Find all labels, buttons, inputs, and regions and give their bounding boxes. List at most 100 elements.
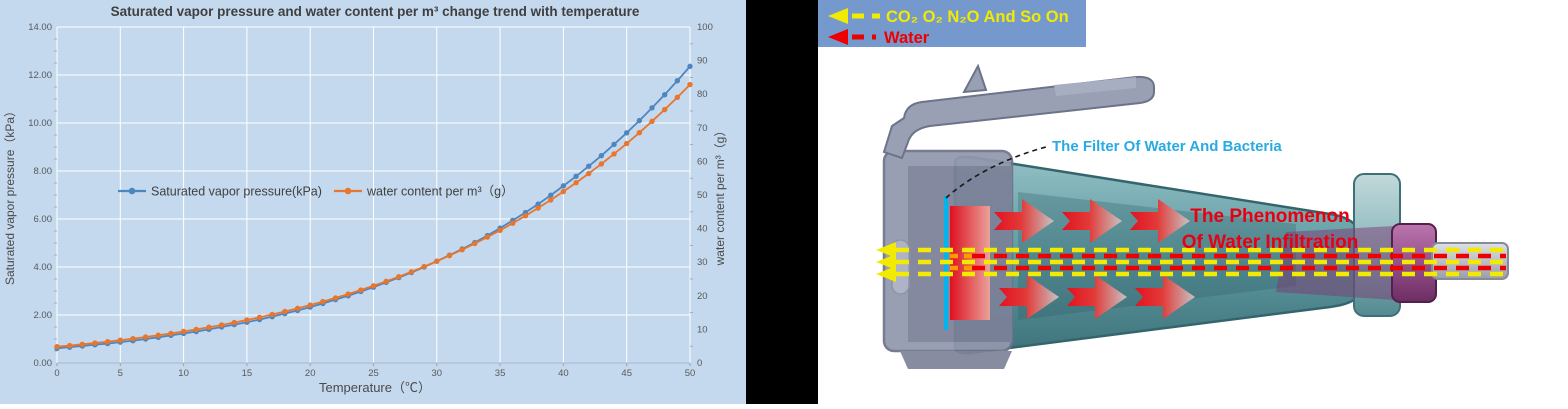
device-foot bbox=[900, 351, 1012, 369]
water-content-series-point bbox=[484, 234, 491, 240]
pressure-series-point bbox=[586, 163, 592, 169]
y-left-tick-label: 2.00 bbox=[34, 310, 53, 321]
filter-leader-line bbox=[945, 146, 1047, 199]
panel-separator bbox=[746, 0, 818, 404]
water-content-series-point bbox=[497, 227, 503, 233]
water-content-series-point bbox=[674, 94, 681, 101]
y-left-tick-label: 12.00 bbox=[28, 70, 52, 81]
pressure-series-point bbox=[560, 183, 567, 189]
water-content-series-point bbox=[383, 278, 389, 285]
pressure-series-point bbox=[624, 130, 630, 136]
pressure-series-point bbox=[636, 117, 643, 124]
y-right-tick-label: 70 bbox=[697, 123, 708, 134]
water-content-series-point bbox=[636, 129, 643, 136]
water-content-series-point bbox=[687, 81, 693, 88]
water-content-series-point bbox=[168, 330, 174, 337]
phenomenon-label-line1: The Phenomenon bbox=[1190, 206, 1349, 227]
water-content-series-point bbox=[180, 328, 187, 335]
water-trap-device: The Filter Of Water And Bacteria The Phe… bbox=[876, 63, 1509, 369]
x-tick-label: 20 bbox=[305, 368, 316, 379]
water-content-series-point bbox=[408, 269, 415, 275]
chart-legend: Saturated vapor pressure(kPa) water cont… bbox=[118, 185, 514, 199]
gas-arrowhead bbox=[876, 242, 896, 258]
y-left-tick-label: 10.00 bbox=[28, 118, 52, 129]
diagram-legend: CO₂ O₂ N₂O And So On Water bbox=[818, 0, 1086, 47]
device-clip-tab bbox=[1054, 77, 1136, 96]
y-axis-left-title: Saturated vapor pressure（kPa） bbox=[3, 105, 17, 285]
y-left-tick-label: 4.00 bbox=[34, 262, 53, 273]
y-left-tick-label: 0.00 bbox=[34, 358, 53, 369]
pressure-series-point bbox=[598, 152, 605, 159]
water-content-series-point bbox=[206, 324, 212, 330]
legend-marker-dot-water bbox=[344, 187, 352, 195]
diagram-panel: The Filter Of Water And Bacteria The Phe… bbox=[818, 0, 1568, 404]
water-content-series-point bbox=[117, 337, 124, 343]
legend-label-pressure: Saturated vapor pressure(kPa) bbox=[151, 185, 322, 199]
water-content-series-point bbox=[370, 283, 377, 289]
pressure-series-point bbox=[674, 78, 681, 84]
water-content-series-point bbox=[231, 319, 237, 326]
gas-flow-lines bbox=[876, 242, 1506, 282]
water-trap-diagram: The Filter Of Water And Bacteria The Phe… bbox=[818, 0, 1509, 369]
water-content-series-point bbox=[586, 170, 592, 177]
water-content-series-point bbox=[282, 308, 288, 315]
water-content-series-point bbox=[598, 161, 605, 167]
y-left-tick-label: 14.00 bbox=[28, 22, 52, 33]
water-content-series-point bbox=[218, 322, 225, 328]
water-content-series-point bbox=[332, 295, 339, 301]
gas-arrowhead bbox=[876, 266, 896, 282]
water-content-series-point bbox=[510, 220, 516, 226]
water-content-series-point bbox=[269, 311, 275, 318]
x-axis-title: Temperature（℃） bbox=[319, 380, 431, 395]
water-content-series-point bbox=[472, 240, 478, 247]
water-content-series-point bbox=[624, 140, 630, 147]
water-content-series-point bbox=[294, 305, 301, 312]
gas-arrowhead bbox=[876, 254, 896, 270]
y-right-tick-label: 30 bbox=[697, 257, 708, 268]
water-content-series-point bbox=[522, 213, 529, 219]
water-content-series-point bbox=[446, 252, 453, 259]
phenomenon-label-line2: Of Water Infiltration bbox=[1182, 232, 1359, 253]
pressure-series-point bbox=[661, 91, 668, 98]
water-content-series-point bbox=[535, 205, 541, 211]
water-content-series-point bbox=[434, 258, 440, 264]
water-content-series-point bbox=[92, 340, 98, 346]
x-tick-label: 50 bbox=[685, 368, 696, 379]
y-right-tick-label: 0 bbox=[697, 358, 702, 369]
water-content-series-point bbox=[548, 197, 554, 203]
water-content-series-point bbox=[320, 298, 326, 305]
y-right-tick-label: 20 bbox=[697, 291, 708, 302]
y-right-tick-label: 90 bbox=[697, 56, 708, 67]
chart-panel: 0 5 10 15 20 25 30 35 40 45 50 0.00 2.00 4.00 6.00 8.00… bbox=[0, 0, 746, 404]
water-content-series-point bbox=[193, 326, 199, 333]
x-tick-label: 25 bbox=[368, 368, 379, 379]
device-clip-bump bbox=[962, 63, 988, 94]
x-tick-label: 35 bbox=[495, 368, 506, 379]
water-content-series-point bbox=[560, 188, 567, 195]
gas-legend-arrowhead bbox=[828, 8, 848, 24]
y-right-tick-label: 50 bbox=[697, 190, 708, 201]
water-content-series-point bbox=[459, 247, 465, 253]
y-axis-right-title: water content per m³（g） bbox=[713, 125, 727, 267]
water-content-series-point bbox=[307, 302, 313, 308]
y-right-tick-label: 80 bbox=[697, 89, 708, 100]
x-tick-label: 40 bbox=[558, 368, 569, 379]
device-clip-lever bbox=[882, 75, 1155, 160]
water-content-series-point bbox=[256, 314, 263, 321]
pressure-series-point bbox=[611, 141, 617, 148]
water-content-series-point bbox=[130, 335, 136, 342]
y-left-tick-label: 6.00 bbox=[34, 214, 53, 225]
water-content-series-point bbox=[79, 341, 86, 348]
pressure-series-point bbox=[687, 63, 693, 70]
water-content-series-point bbox=[155, 332, 161, 338]
x-tick-label: 0 bbox=[54, 368, 59, 379]
water-content-series-point bbox=[396, 273, 402, 280]
water-content-series-point bbox=[244, 317, 250, 323]
pressure-series-point bbox=[649, 105, 655, 111]
water-content-series-point bbox=[66, 342, 73, 349]
pressure-series-point bbox=[535, 201, 541, 207]
x-tick-label: 30 bbox=[432, 368, 443, 379]
y-right-tick-label: 100 bbox=[697, 22, 713, 33]
water-content-series-point bbox=[104, 338, 111, 345]
